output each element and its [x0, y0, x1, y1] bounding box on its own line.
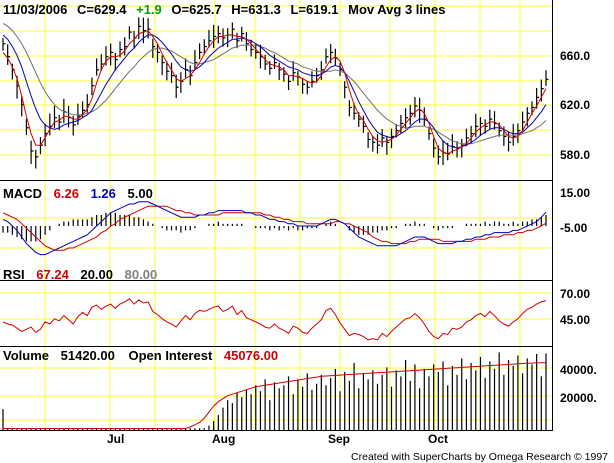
- volume-tick-40000: 40000.: [560, 363, 597, 377]
- price-tick-580: 580.0: [560, 148, 590, 162]
- rsi-tick-45: 45.00: [560, 313, 590, 327]
- volume-tick-20000: 20000.: [560, 391, 597, 405]
- month-label-aug: Aug: [212, 432, 235, 446]
- price-tick-660: 660.0: [560, 49, 590, 63]
- rsi-header: RSI 67.24 20.00 80.00: [3, 267, 157, 282]
- header-open: O=625.7: [171, 2, 221, 17]
- price-header: 11/03/2006 C=629.4 +1.9 O=625.7 H=631.3 …: [3, 2, 445, 17]
- month-label-jul: Jul: [107, 432, 124, 446]
- macd-value-1: 6.26: [54, 186, 79, 201]
- footer-credit: Created with SuperCharts by Omega Resear…: [351, 451, 608, 463]
- rsi-value-2: 20.00: [80, 267, 113, 282]
- rsi-tick-70: 70.00: [560, 287, 590, 301]
- volume-pane: [2, 352, 547, 430]
- header-change: +1.9: [136, 2, 162, 17]
- macd-line: [2, 201, 547, 256]
- macd-tick-neg5: -5.00: [560, 221, 588, 235]
- rsi-value-3: 80.00: [125, 267, 158, 282]
- header-low: L=619.1: [290, 2, 338, 17]
- macd-value-3: 5.00: [128, 186, 153, 201]
- volume-header: Volume 51420.00 Open Interest 45076.00: [3, 348, 278, 363]
- moving-average-slow-line: [2, 22, 547, 145]
- price-tick-620: 620.0: [560, 98, 590, 112]
- header-high: H=631.3: [231, 2, 281, 17]
- rsi-pane: [2, 298, 547, 341]
- header-date: 11/03/2006: [3, 2, 67, 17]
- header-close: C=629.4: [77, 2, 127, 17]
- rsi-line: [2, 298, 547, 341]
- open-interest-line: [3, 362, 546, 429]
- volume-value: 51420.00: [61, 348, 115, 363]
- pane-separators: [0, 0, 553, 431]
- price-pane: [2, 17, 549, 169]
- macd-value-2: 1.26: [91, 186, 116, 201]
- month-label-oct: Oct: [428, 432, 448, 446]
- macd-header: MACD 6.26 1.26 5.00: [3, 186, 153, 201]
- macd-pane: [2, 201, 547, 256]
- macd-tick-15: 15.00: [560, 186, 590, 200]
- open-interest-label: Open Interest: [128, 348, 212, 363]
- header-study: Mov Avg 3 lines: [348, 2, 445, 17]
- rsi-value-1: 67.24: [36, 267, 69, 282]
- chart-grid: [0, 0, 552, 430]
- moving-average-fast-line: [2, 30, 547, 155]
- volume-label: Volume: [3, 348, 49, 363]
- moving-average-mid-line: [2, 34, 547, 149]
- macd-signal-line: [2, 205, 547, 251]
- macd-label: MACD: [3, 186, 42, 201]
- rsi-label: RSI: [3, 267, 25, 282]
- open-interest-value: 45076.00: [224, 348, 278, 363]
- month-label-sep: Sep: [328, 432, 350, 446]
